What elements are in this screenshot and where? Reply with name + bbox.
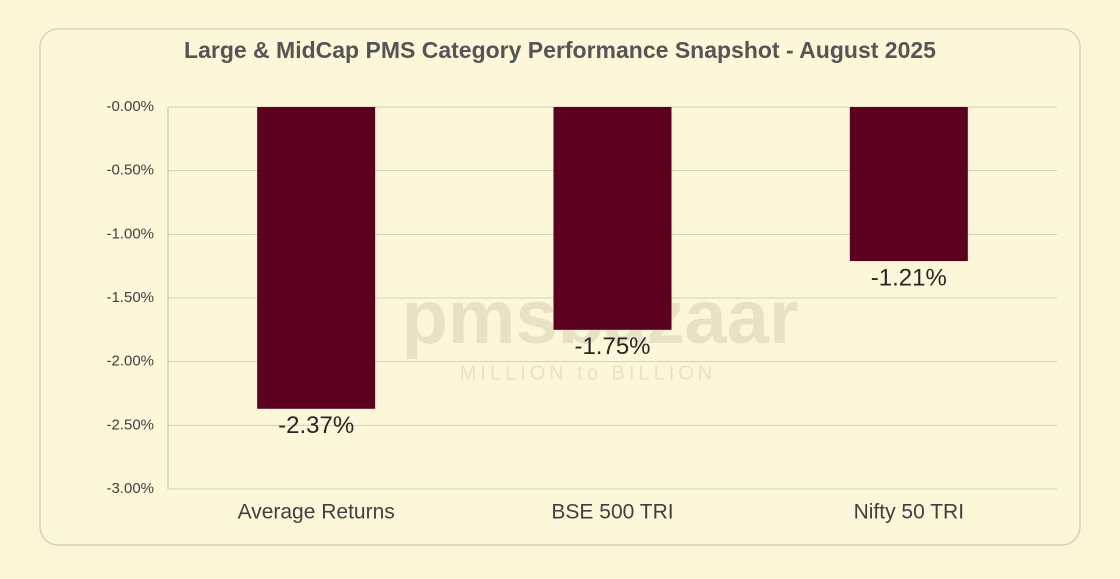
x-tick-label: Nifty 50 TRI — [854, 501, 964, 524]
y-tick-label: -0.00% — [106, 98, 154, 115]
y-tick-label: -1.00% — [106, 225, 154, 242]
value-label: -2.37% — [278, 412, 354, 439]
x-tick-label: BSE 500 TRI — [551, 501, 673, 524]
value-label: -1.21% — [871, 264, 947, 291]
bar — [849, 107, 968, 262]
bar — [553, 107, 672, 330]
y-tick-label: -2.50% — [106, 416, 154, 433]
value-label: -1.75% — [574, 333, 650, 360]
y-tick-label: -1.50% — [106, 289, 154, 306]
watermark-tagline: MILLION to BILLION — [460, 362, 717, 384]
y-tick-label: -2.00% — [106, 353, 154, 370]
y-tick-label: -3.00% — [106, 480, 154, 497]
y-tick-label: -0.50% — [106, 162, 154, 179]
x-tick-label: Average Returns — [238, 501, 395, 524]
chart-title: Large & MidCap PMS Category Performance … — [184, 37, 936, 63]
bar — [257, 107, 376, 409]
